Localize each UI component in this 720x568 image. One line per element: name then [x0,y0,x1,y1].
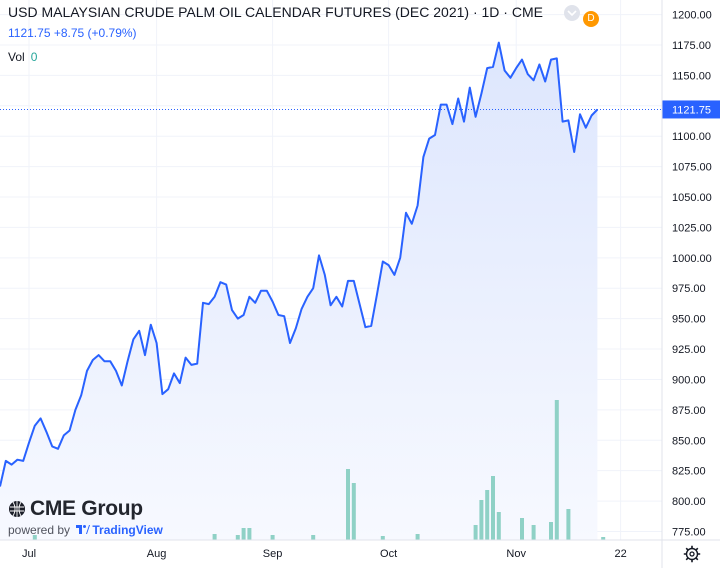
volume-bar [415,534,420,540]
x-tick-label: 22 [614,548,626,560]
volume-value: 0 [30,50,38,64]
volume-bar [531,525,536,540]
cme-globe-icon [9,501,25,517]
y-tick-label: 1075.00 [672,162,712,174]
chart-title: USD MALAYSIAN CRUDE PALM OIL CALENDAR FU… [8,4,543,20]
volume-bar [235,535,240,540]
gear-icon[interactable] [683,545,701,563]
y-tick-label: 1175.00 [672,40,711,52]
price-quote: 1121.75 +8.75 (+0.79%) [8,26,137,40]
x-tick-label: Oct [380,548,397,560]
y-tick-label: 1000.00 [672,253,712,265]
brand-powered-by: powered by TradingView [8,523,163,537]
powered-by-text: powered by [8,523,71,537]
tradingview-logo-icon [76,525,91,534]
volume-bar [549,522,553,540]
y-tick-label: 900.00 [672,374,706,386]
hidden-icon[interactable] [564,5,580,21]
y-tick-label: 975.00 [672,283,706,295]
volume-bar [601,537,606,540]
volume-bar [32,535,37,540]
y-tick-label: 950.00 [672,314,706,326]
x-tick-label: Sep [263,548,283,560]
y-tick-label: 875.00 [672,405,706,417]
volume-label: Vol [8,50,25,64]
y-tick-label: 800.00 [672,496,706,508]
volume-bar [554,400,559,540]
x-tick-label: Aug [147,548,167,560]
volume-bar [247,528,252,540]
volume-bar [212,534,217,540]
y-tick-label: 1200.00 [672,10,712,22]
volume-bar [241,528,246,540]
brand-name: CME Group [30,497,143,520]
volume-bar [496,512,501,540]
tradingview-link[interactable]: TradingView [92,523,163,537]
volume-bar [479,500,484,540]
volume-bar [520,518,524,540]
volume-bar [346,469,350,540]
volume-bar [270,535,275,540]
y-tick-label: 1050.00 [672,192,712,204]
volume-bar [485,490,490,540]
volume-bar [473,525,478,540]
status-badges: D [564,5,599,27]
last-price-label: 1121.75 [672,104,711,116]
y-tick-label: 925.00 [672,344,706,356]
y-tick-label: 1025.00 [672,222,712,234]
price-area [0,42,598,540]
y-tick-label: 825.00 [672,466,706,478]
y-tick-label: 775.00 [672,526,706,538]
brand-block[interactable]: CME Group powered by TradingView [8,497,163,537]
volume-bar [491,476,495,540]
volume-bar [311,535,316,540]
y-tick-label: 1150.00 [672,70,711,82]
x-tick-label: Nov [506,548,526,560]
x-tick-label: Jul [22,548,36,560]
last-price-tag [662,100,720,119]
price-line [0,41,599,487]
volume-bar [566,509,571,540]
y-tick-label: 850.00 [672,435,706,447]
delayed-badge[interactable]: D [583,11,599,27]
volume-bar [351,483,356,540]
volume-bar [380,536,385,540]
y-tick-label: 1100.00 [672,131,711,143]
volume-legend: Vol 0 [8,50,37,64]
